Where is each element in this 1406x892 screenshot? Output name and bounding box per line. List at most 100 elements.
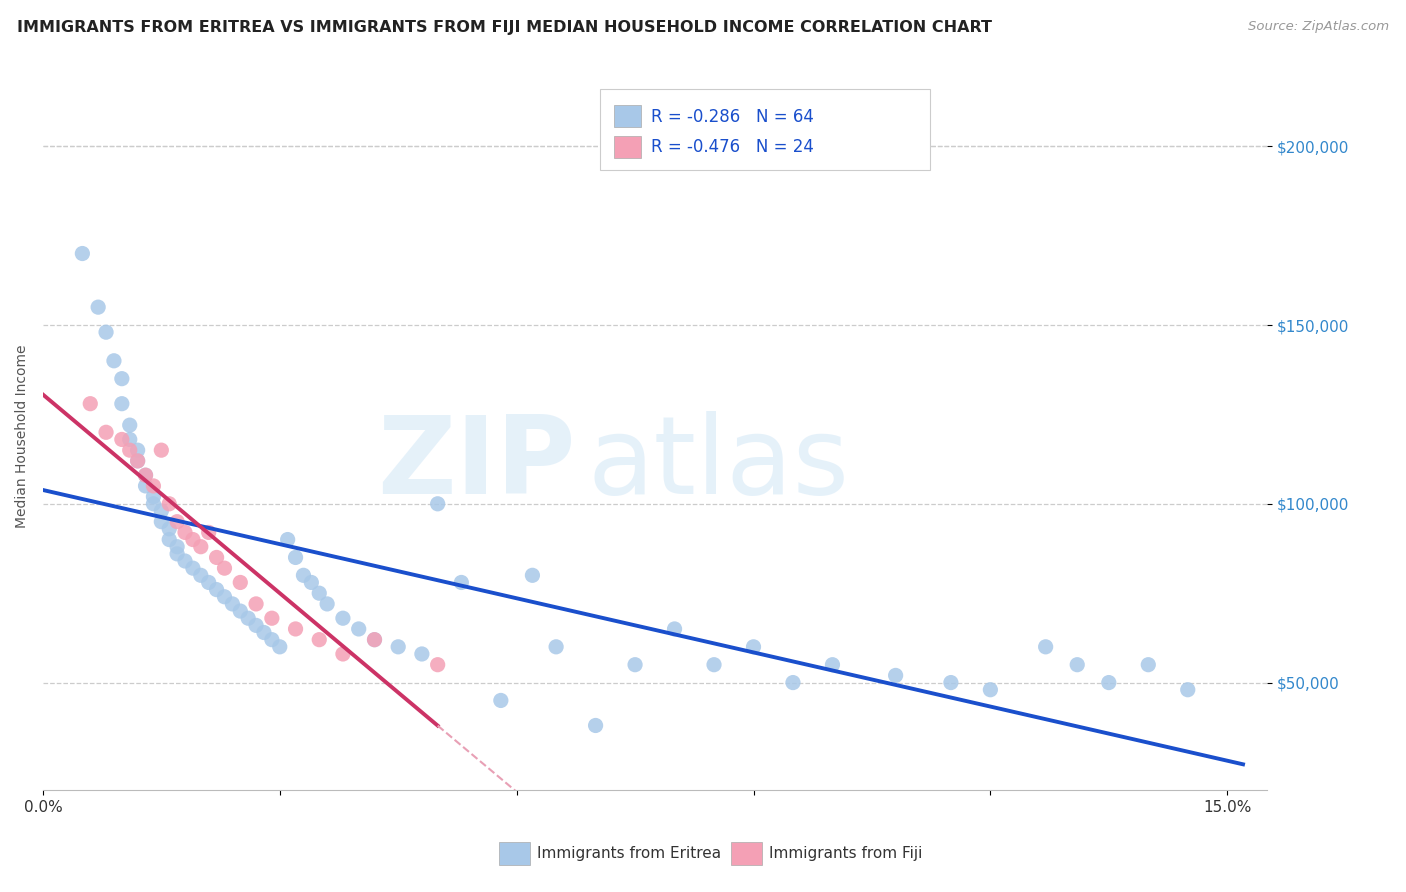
Text: IMMIGRANTS FROM ERITREA VS IMMIGRANTS FROM FIJI MEDIAN HOUSEHOLD INCOME CORRELAT: IMMIGRANTS FROM ERITREA VS IMMIGRANTS FR… bbox=[17, 20, 991, 35]
Point bbox=[190, 540, 212, 554]
Point bbox=[821, 657, 844, 672]
Point bbox=[229, 575, 252, 590]
Point bbox=[411, 647, 433, 661]
Text: atlas: atlas bbox=[588, 411, 849, 517]
Point bbox=[127, 454, 149, 468]
Point bbox=[157, 533, 180, 547]
Point bbox=[181, 533, 204, 547]
Point bbox=[205, 582, 228, 597]
Point bbox=[135, 468, 157, 483]
Point bbox=[332, 647, 354, 661]
Point bbox=[157, 522, 180, 536]
Point bbox=[135, 468, 157, 483]
Point bbox=[664, 622, 686, 636]
Text: R = -0.476   N = 24: R = -0.476 N = 24 bbox=[651, 138, 814, 156]
Point bbox=[260, 632, 283, 647]
Point bbox=[87, 300, 110, 314]
Y-axis label: Median Household Income: Median Household Income bbox=[15, 344, 30, 528]
Point bbox=[72, 246, 94, 260]
FancyBboxPatch shape bbox=[600, 89, 931, 170]
Point bbox=[489, 693, 512, 707]
Point bbox=[1098, 675, 1121, 690]
Point bbox=[308, 586, 330, 600]
Point bbox=[197, 525, 219, 540]
Point bbox=[253, 625, 276, 640]
FancyBboxPatch shape bbox=[614, 136, 641, 158]
Point bbox=[245, 597, 267, 611]
Point bbox=[150, 515, 173, 529]
Point bbox=[363, 632, 385, 647]
Point bbox=[166, 547, 188, 561]
Point bbox=[127, 443, 149, 458]
Point bbox=[522, 568, 544, 582]
Point bbox=[94, 425, 117, 440]
Text: Immigrants from Eritrea: Immigrants from Eritrea bbox=[537, 847, 721, 861]
Point bbox=[111, 433, 134, 447]
Point bbox=[79, 397, 101, 411]
Point bbox=[150, 443, 173, 458]
Point bbox=[284, 622, 307, 636]
Point bbox=[703, 657, 725, 672]
Text: Immigrants from Fiji: Immigrants from Fiji bbox=[769, 847, 922, 861]
Point bbox=[450, 575, 472, 590]
Point bbox=[782, 675, 804, 690]
Point bbox=[260, 611, 283, 625]
Point bbox=[157, 497, 180, 511]
Point bbox=[205, 550, 228, 565]
Point bbox=[308, 632, 330, 647]
Text: ZIP: ZIP bbox=[377, 411, 575, 517]
Point bbox=[150, 504, 173, 518]
Point bbox=[214, 590, 236, 604]
Point bbox=[624, 657, 647, 672]
Point bbox=[181, 561, 204, 575]
Point bbox=[111, 372, 134, 386]
Text: R = -0.286   N = 64: R = -0.286 N = 64 bbox=[651, 108, 814, 127]
Point bbox=[332, 611, 354, 625]
Point bbox=[269, 640, 291, 654]
Point bbox=[142, 490, 165, 504]
Point bbox=[118, 418, 141, 433]
Point bbox=[387, 640, 409, 654]
Point bbox=[94, 325, 117, 339]
Point bbox=[135, 479, 157, 493]
Point bbox=[299, 575, 322, 590]
Point bbox=[363, 632, 385, 647]
Point bbox=[245, 618, 267, 632]
Point bbox=[1137, 657, 1160, 672]
Point bbox=[1066, 657, 1088, 672]
Point bbox=[742, 640, 765, 654]
Point bbox=[229, 604, 252, 618]
Point bbox=[111, 397, 134, 411]
Point bbox=[979, 682, 1001, 697]
Point bbox=[1035, 640, 1057, 654]
Point bbox=[939, 675, 962, 690]
Point bbox=[884, 668, 907, 682]
Point bbox=[1177, 682, 1199, 697]
Point bbox=[347, 622, 370, 636]
Point bbox=[284, 550, 307, 565]
Point bbox=[142, 497, 165, 511]
FancyBboxPatch shape bbox=[614, 104, 641, 127]
Point bbox=[585, 718, 607, 732]
Point bbox=[166, 515, 188, 529]
Point bbox=[197, 575, 219, 590]
Point bbox=[546, 640, 568, 654]
Text: Source: ZipAtlas.com: Source: ZipAtlas.com bbox=[1249, 20, 1389, 33]
Point bbox=[174, 525, 197, 540]
Point bbox=[118, 443, 141, 458]
Point bbox=[174, 554, 197, 568]
Point bbox=[118, 433, 141, 447]
Point bbox=[426, 657, 449, 672]
Point bbox=[292, 568, 315, 582]
Point bbox=[277, 533, 299, 547]
Point bbox=[142, 479, 165, 493]
Point bbox=[426, 497, 449, 511]
Point bbox=[238, 611, 260, 625]
Point bbox=[214, 561, 236, 575]
Point bbox=[190, 568, 212, 582]
Point bbox=[221, 597, 243, 611]
Point bbox=[166, 540, 188, 554]
Point bbox=[103, 353, 125, 368]
Point bbox=[127, 454, 149, 468]
Point bbox=[316, 597, 339, 611]
